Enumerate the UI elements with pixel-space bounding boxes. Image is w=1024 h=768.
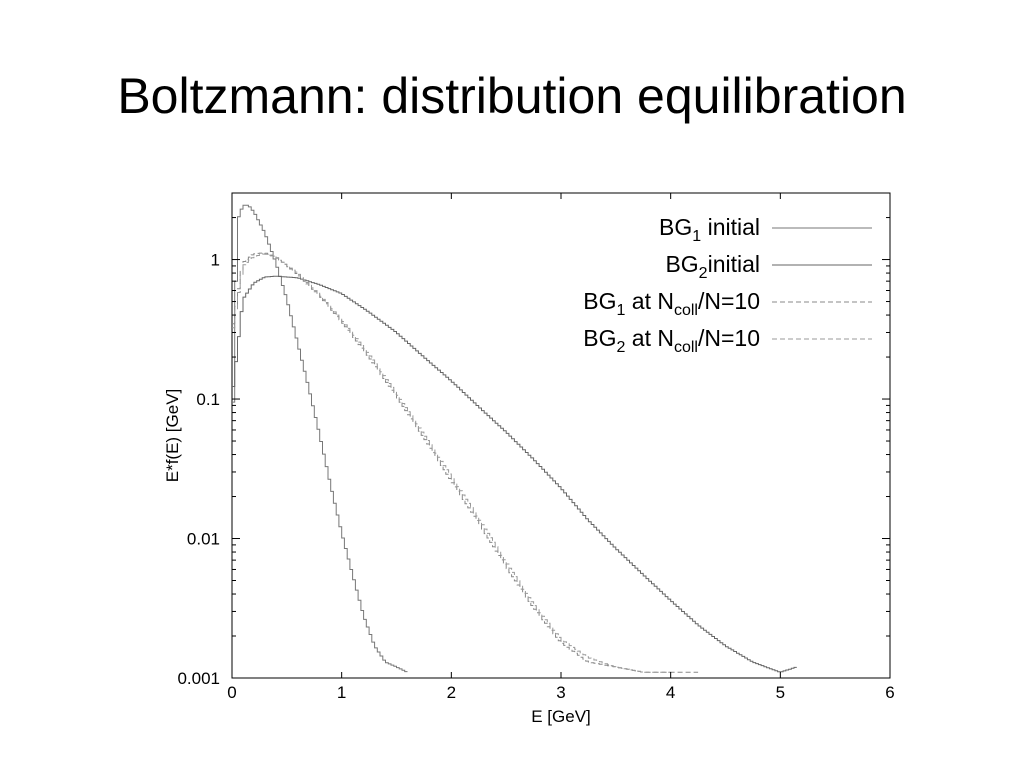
- y-axis-label: E*f(E) [GeV]: [163, 389, 182, 483]
- series-line-1: [232, 204, 408, 673]
- plot-border: [231, 192, 891, 679]
- x-tick-label: 3: [556, 683, 565, 702]
- series-line-4: [232, 253, 671, 673]
- legend-label-4: BG2 at Ncoll/N=10: [583, 325, 760, 356]
- y-tick-label: 0.1: [196, 390, 220, 409]
- series-layer: [232, 204, 797, 673]
- slide-title: Boltzmann: distribution equilibration: [117, 68, 907, 124]
- tick-layer: 0 1 2 3 4 5 6 1 0.1 0.01 0.001: [177, 192, 895, 702]
- legend-label-2: BG2initial: [665, 251, 760, 282]
- plot-frame: [231, 192, 891, 679]
- x-axis-label: E [GeV]: [531, 707, 591, 726]
- legend-label-1: BG1 initial: [659, 214, 760, 245]
- x-tick-label: 6: [885, 683, 894, 702]
- y-tick-label: 0.001: [177, 669, 220, 688]
- y-tick-label: 0.01: [187, 530, 220, 549]
- legend: BG1 initial BG2initial BG1 at Ncoll/N=10 BG…: [583, 214, 872, 356]
- x-tick-label: 4: [666, 683, 675, 702]
- x-tick-label: 0: [227, 683, 236, 702]
- series-line-2: [232, 275, 797, 673]
- x-tick-label: 5: [776, 683, 785, 702]
- legend-label-3: BG1 at Ncoll/N=10: [583, 288, 760, 319]
- x-tick-label: 2: [447, 683, 456, 702]
- x-tick-label: 1: [337, 683, 346, 702]
- series-line-3: [232, 252, 699, 673]
- y-tick-label: 1: [211, 251, 220, 270]
